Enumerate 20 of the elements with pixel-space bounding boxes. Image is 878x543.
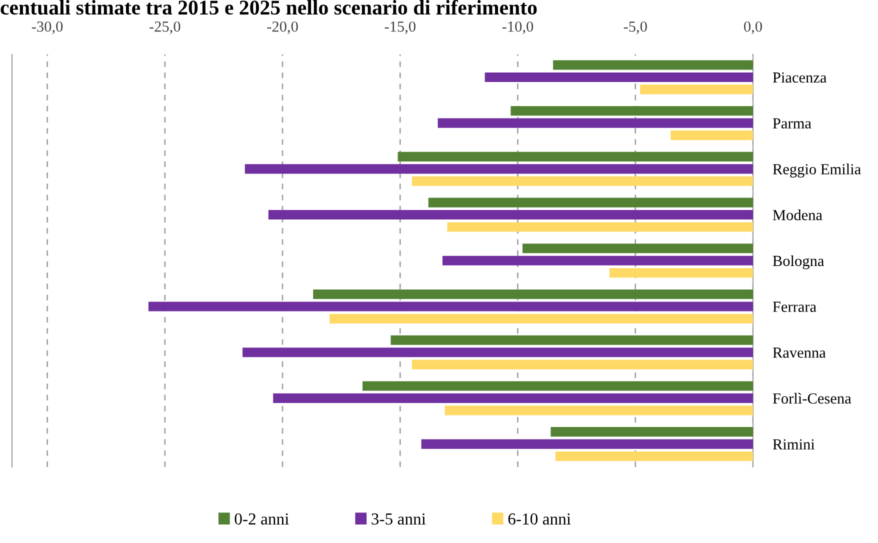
legend-label: 3-5 anni xyxy=(372,513,426,525)
y-tick-label: Forlì-Cesena xyxy=(772,392,852,404)
y-tick-label: Modena xyxy=(772,209,822,220)
x-tick-label: -25,0 xyxy=(150,21,180,34)
x-tick-label: 0,0 xyxy=(744,21,762,34)
y-tick-label: Ferrara xyxy=(772,302,816,312)
x-tick-label: -15,0 xyxy=(384,21,416,34)
legend-label: 0-2 anni xyxy=(234,513,289,525)
x-tick-label: -20,0 xyxy=(267,21,298,34)
y-tick-label: Ravenna xyxy=(772,348,826,358)
y-tick-label: Bologna xyxy=(772,255,824,270)
y-tick-label: Piacenza xyxy=(772,72,827,83)
y-tick-label: Rimini xyxy=(772,439,815,450)
y-tick-label: Parma xyxy=(772,118,812,129)
legend-label: 6-10 anni xyxy=(508,513,571,525)
x-tick-label: -30,0 xyxy=(32,21,63,34)
chart-title: centuali stimate tra 2015 e 2025 nello scenario di riferimento xyxy=(0,0,537,15)
y-tick-label: Reggio Emilia xyxy=(772,164,861,178)
x-tick-label: -5,0 xyxy=(624,21,647,34)
x-tick-label: -10,0 xyxy=(502,21,534,34)
